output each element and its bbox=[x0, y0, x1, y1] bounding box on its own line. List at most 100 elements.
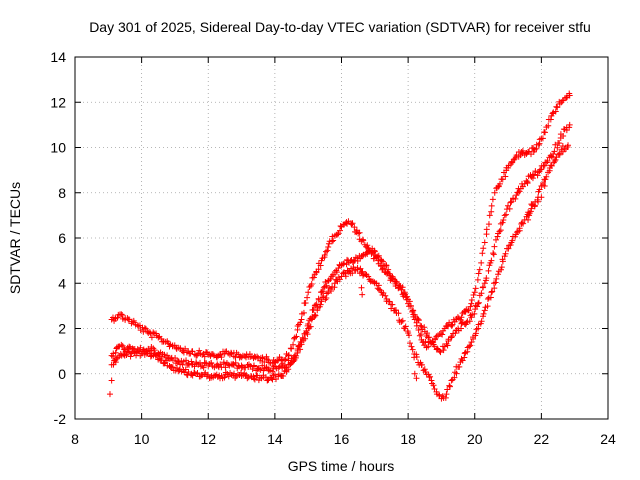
data-point bbox=[308, 280, 315, 287]
data-point bbox=[223, 348, 230, 355]
data-point bbox=[479, 250, 486, 257]
data-point bbox=[330, 271, 337, 278]
data-point bbox=[487, 259, 494, 266]
data-point bbox=[233, 349, 240, 356]
data-point bbox=[456, 363, 463, 370]
data-point bbox=[108, 377, 115, 384]
data-point bbox=[434, 345, 441, 352]
data-point bbox=[414, 315, 421, 322]
data-point bbox=[210, 352, 217, 359]
data-point bbox=[566, 121, 573, 128]
data-point bbox=[303, 327, 310, 334]
data-point bbox=[428, 377, 435, 384]
data-point bbox=[534, 172, 541, 179]
data-point bbox=[474, 303, 481, 310]
data-point bbox=[312, 312, 319, 319]
data-point bbox=[485, 267, 492, 274]
data-point bbox=[509, 237, 516, 244]
data-point bbox=[546, 167, 553, 174]
data-point bbox=[502, 250, 509, 257]
data-point bbox=[118, 341, 125, 348]
data-point bbox=[423, 332, 430, 339]
data-point bbox=[439, 331, 446, 338]
data-point bbox=[548, 162, 555, 169]
data-point bbox=[486, 212, 493, 219]
x-tick-label: 18 bbox=[400, 431, 416, 447]
data-point bbox=[327, 276, 334, 283]
y-tick-label: 4 bbox=[58, 275, 66, 291]
data-point bbox=[480, 245, 487, 252]
data-point bbox=[251, 376, 258, 383]
data-point bbox=[478, 290, 485, 297]
data-point bbox=[183, 357, 190, 364]
data-point bbox=[127, 353, 134, 360]
data-point bbox=[250, 375, 257, 382]
data-point bbox=[493, 275, 500, 282]
data-point bbox=[465, 307, 472, 314]
data-point bbox=[418, 361, 425, 368]
data-point bbox=[300, 309, 307, 316]
data-point bbox=[185, 368, 192, 375]
data-point bbox=[475, 299, 482, 306]
data-point bbox=[147, 353, 154, 360]
data-point bbox=[448, 322, 455, 329]
data-point bbox=[377, 287, 384, 294]
data-point bbox=[564, 94, 571, 101]
data-point bbox=[518, 219, 525, 226]
data-point bbox=[471, 289, 478, 296]
data-point bbox=[336, 262, 343, 269]
data-point bbox=[500, 217, 507, 224]
data-point bbox=[297, 319, 304, 326]
data-point bbox=[433, 333, 440, 340]
data-point bbox=[141, 325, 148, 332]
data-point bbox=[556, 140, 563, 147]
data-point bbox=[471, 310, 478, 317]
data-point bbox=[483, 226, 490, 233]
data-point bbox=[126, 349, 133, 356]
data-point bbox=[530, 145, 537, 152]
data-point bbox=[440, 347, 447, 354]
x-tick-label: 22 bbox=[534, 431, 550, 447]
data-point bbox=[413, 351, 420, 358]
data-point bbox=[308, 316, 315, 323]
data-point bbox=[442, 394, 449, 401]
data-point bbox=[330, 237, 337, 244]
data-point bbox=[169, 364, 176, 371]
data-point bbox=[396, 318, 403, 325]
data-point bbox=[232, 354, 239, 361]
data-point bbox=[423, 344, 430, 351]
data-point bbox=[336, 276, 343, 283]
data-point bbox=[549, 110, 556, 117]
data-point bbox=[526, 210, 533, 217]
data-point bbox=[513, 229, 520, 236]
data-point bbox=[218, 354, 225, 361]
data-point bbox=[515, 148, 522, 155]
data-point bbox=[495, 271, 502, 278]
data-point bbox=[545, 122, 552, 129]
y-tick-label: 14 bbox=[50, 49, 66, 65]
data-point bbox=[539, 135, 546, 142]
data-point bbox=[319, 288, 326, 295]
data-point bbox=[536, 136, 543, 143]
data-point bbox=[288, 345, 295, 352]
data-point bbox=[474, 276, 481, 283]
data-point bbox=[520, 220, 527, 227]
data-point bbox=[411, 370, 418, 377]
data-point bbox=[297, 346, 304, 353]
data-point bbox=[552, 141, 559, 148]
data-point bbox=[244, 375, 251, 382]
data-point bbox=[490, 250, 497, 257]
data-point bbox=[498, 266, 504, 273]
data-point bbox=[452, 330, 459, 337]
data-point bbox=[259, 355, 266, 362]
data-point bbox=[244, 362, 251, 369]
chart-title: Day 301 of 2025, Sidereal Day-to-day VTE… bbox=[89, 19, 591, 35]
data-point bbox=[566, 90, 573, 97]
data-point bbox=[293, 333, 300, 340]
data-point bbox=[382, 292, 389, 299]
data-point bbox=[499, 219, 506, 226]
data-point bbox=[478, 318, 485, 325]
data-point bbox=[496, 180, 503, 187]
data-point bbox=[256, 374, 263, 381]
data-point bbox=[451, 369, 458, 376]
